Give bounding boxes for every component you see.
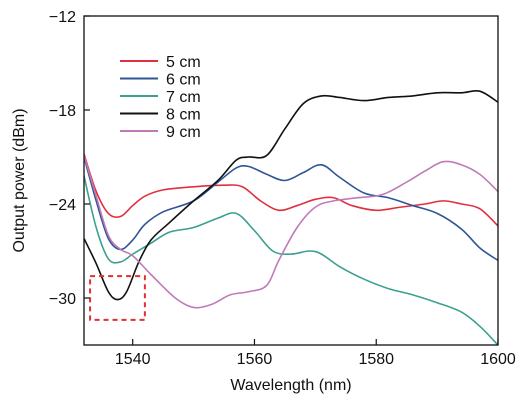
axis-layer: 1540 1560 1580 1600 −30 −24 −18 −12 [49,9,516,368]
y-tick-label: −12 [49,9,76,26]
x-tick-label: 1600 [480,351,516,368]
series-line-8-cm [84,89,498,301]
legend: 5 cm6 cm7 cm8 cm9 cm [120,54,201,141]
legend-label: 8 cm [166,107,201,124]
y-tick-label: −30 [49,291,76,308]
x-tick-label: 1540 [115,351,151,368]
x-tick-label: 1560 [237,351,273,368]
legend-label: 5 cm [166,54,201,71]
legend-label: 6 cm [166,72,201,89]
y-tick-label: −24 [49,197,76,214]
y-axis-title: Output power (dBm) [11,108,28,252]
legend-label: 7 cm [166,89,201,106]
plot-frame [83,15,499,346]
series-line-5-cm [84,153,498,227]
series-line-7-cm [84,175,498,345]
series-line-9-cm [84,155,498,309]
annotation-layer [89,275,146,321]
x-tick-label: 1580 [358,351,394,368]
annotation-dashed-box [89,275,146,321]
legend-label: 9 cm [166,124,201,141]
y-tick-label: −18 [49,103,76,120]
series-layer [84,89,498,345]
x-axis-title: Wavelength (nm) [230,377,351,394]
series-line-6-cm [84,156,498,262]
